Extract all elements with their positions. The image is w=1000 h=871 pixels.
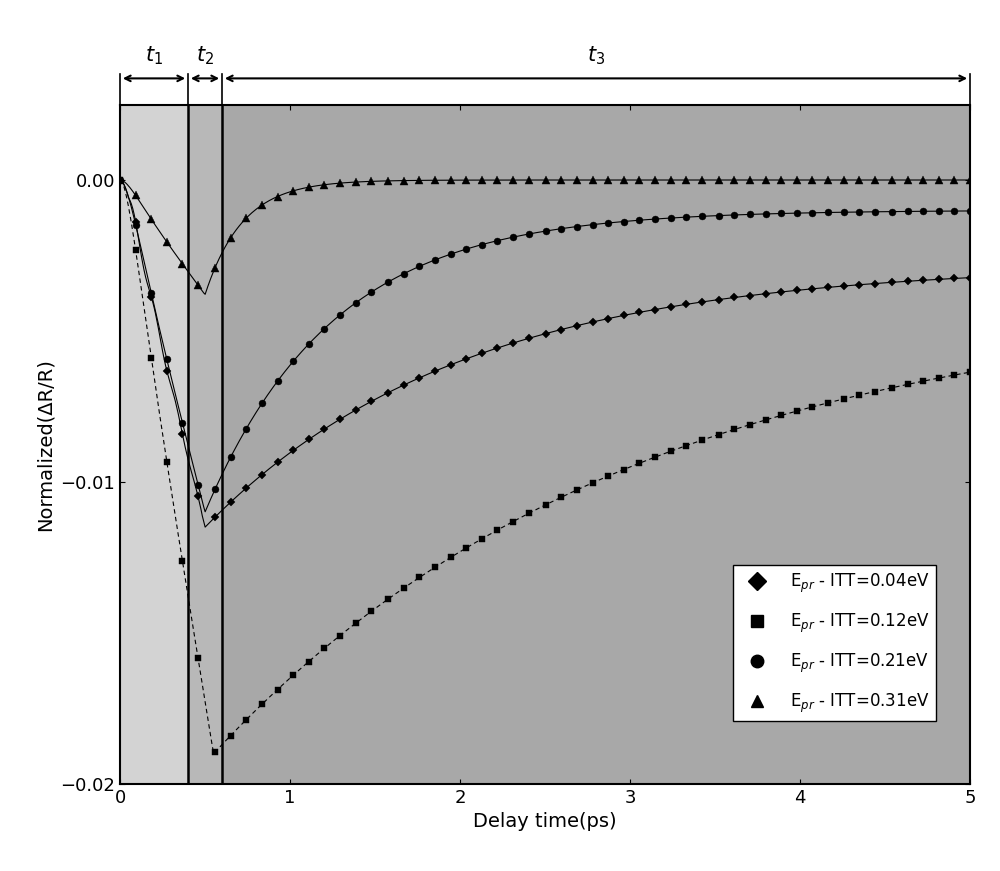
X-axis label: Delay time(ps): Delay time(ps): [473, 813, 617, 831]
Legend: E$_{pr}$ - ITT=0.04eV, E$_{pr}$ - ITT=0.12eV, E$_{pr}$ - ITT=0.21eV, E$_{pr}$ - : E$_{pr}$ - ITT=0.04eV, E$_{pr}$ - ITT=0.…: [733, 565, 936, 721]
Text: $t_3$: $t_3$: [587, 44, 605, 67]
Y-axis label: Normalized(ΔR/R): Normalized(ΔR/R): [36, 358, 55, 530]
Text: $t_1$: $t_1$: [145, 44, 163, 67]
Bar: [120, 105, 188, 784]
Bar: [222, 105, 970, 784]
Text: $t_2$: $t_2$: [196, 44, 214, 67]
Bar: [188, 105, 222, 784]
